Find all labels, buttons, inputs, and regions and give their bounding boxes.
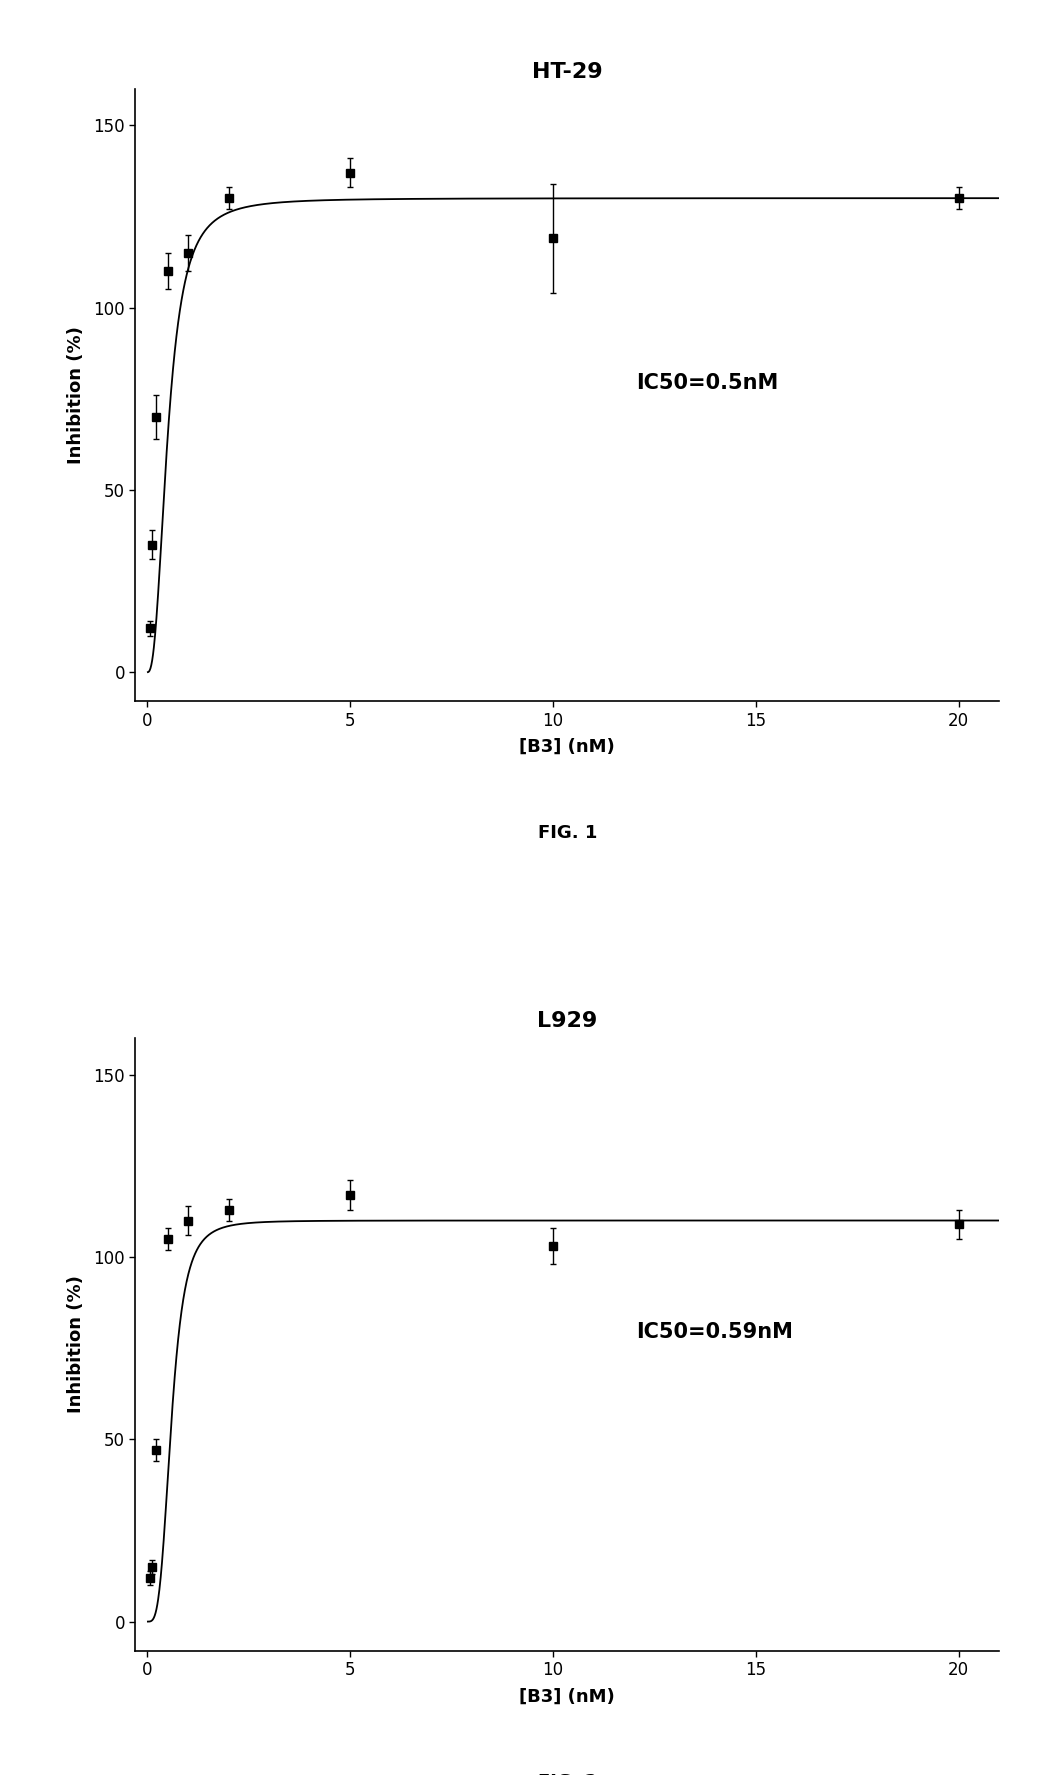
Text: IC50=0.5nM: IC50=0.5nM: [636, 373, 779, 392]
X-axis label: [B3] (nM): [B3] (nM): [519, 1688, 615, 1706]
Y-axis label: Inhibition (%): Inhibition (%): [67, 327, 85, 463]
Title: HT-29: HT-29: [532, 62, 603, 82]
X-axis label: [B3] (nM): [B3] (nM): [519, 738, 615, 756]
Title: L929: L929: [537, 1012, 598, 1031]
Text: FIG. 1: FIG. 1: [537, 824, 598, 841]
Y-axis label: Inhibition (%): Inhibition (%): [67, 1276, 85, 1413]
Text: IC50=0.59nM: IC50=0.59nM: [636, 1322, 793, 1342]
